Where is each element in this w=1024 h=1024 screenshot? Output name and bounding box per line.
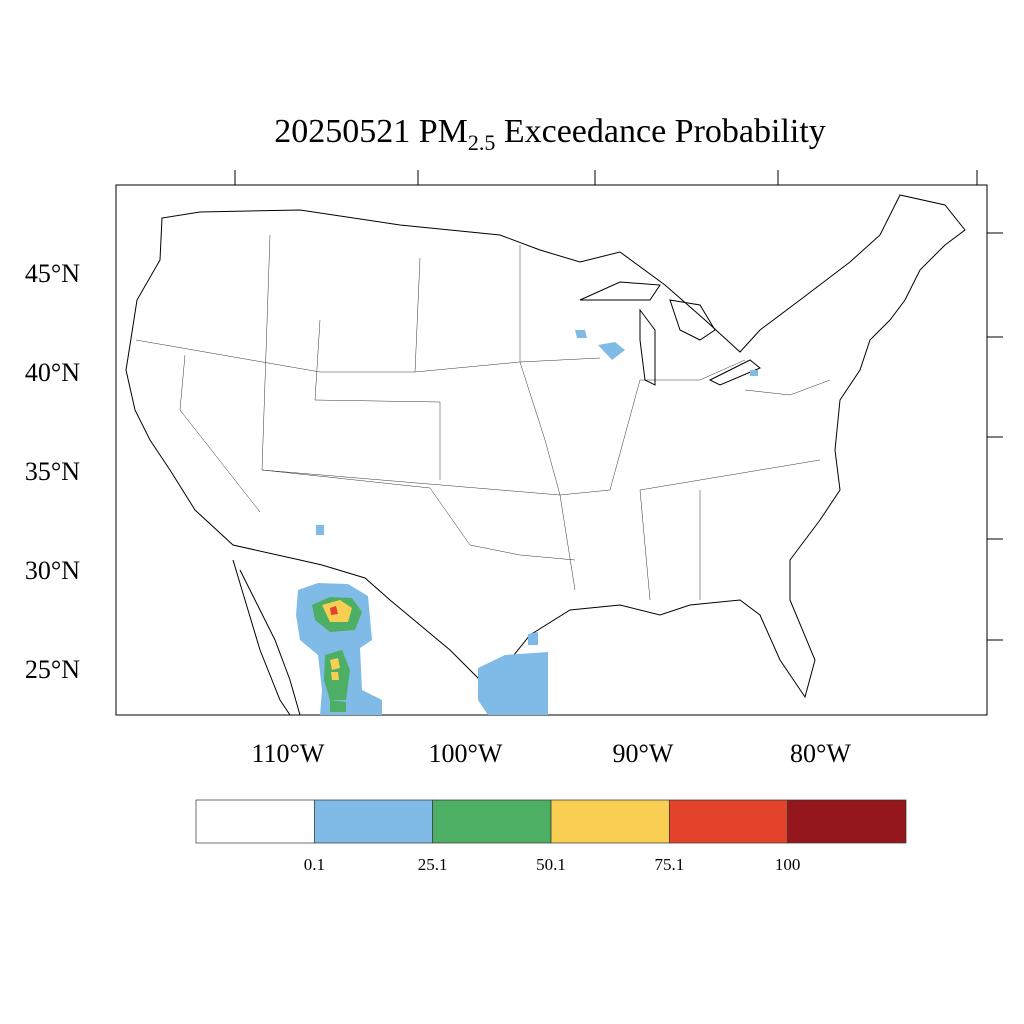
colorbar-box xyxy=(432,799,552,844)
great-lakes xyxy=(579,281,761,386)
plume xyxy=(330,700,346,712)
top-ticks xyxy=(234,170,1003,641)
colorbar-box xyxy=(313,799,434,844)
colorbar-label: 75.1 xyxy=(654,855,684,874)
lat-label: 35°N xyxy=(25,457,80,486)
title-text: Exceedance Probability xyxy=(495,113,825,150)
colorbar-label: 100 xyxy=(775,855,801,874)
plume xyxy=(598,342,625,360)
plume xyxy=(331,672,339,680)
plume xyxy=(330,658,340,670)
us-outline xyxy=(125,194,966,707)
plume xyxy=(330,606,338,615)
lon-label: 90°W xyxy=(613,739,674,768)
lat-label: 45°N xyxy=(25,259,80,288)
plume xyxy=(478,652,548,715)
lon-label: 110°W xyxy=(252,739,325,768)
lat-label: 40°N xyxy=(25,358,80,387)
plume xyxy=(575,330,587,338)
colorbar-box xyxy=(195,799,315,844)
plume xyxy=(528,632,538,645)
probability-plumes xyxy=(296,330,758,715)
colorbar-box xyxy=(550,799,670,844)
colorbar-label: 25.1 xyxy=(418,855,448,874)
lon-label: 100°W xyxy=(429,739,503,768)
lat-label: 30°N xyxy=(25,556,80,585)
map-frame xyxy=(115,184,988,716)
plume xyxy=(316,525,324,535)
map-panel xyxy=(115,170,1003,716)
map-title: 20250521 PM2.5 Exceedance Probability xyxy=(274,113,826,155)
plume xyxy=(750,370,758,376)
state-lines xyxy=(135,234,831,601)
title-text: 20250521 PM xyxy=(274,113,468,150)
lon-label: 80°W xyxy=(790,739,851,768)
title-subscript: 2.5 xyxy=(468,130,496,155)
colorbar-box xyxy=(787,799,907,844)
colorbar-box xyxy=(668,799,789,844)
colorbar-label: 50.1 xyxy=(536,855,566,874)
colorbar-label: 0.1 xyxy=(304,855,325,874)
mexico-coast xyxy=(232,559,301,716)
lat-label: 25°N xyxy=(25,655,80,684)
colorbar: 0.1 25.1 50.1 75.1 100 xyxy=(195,799,907,874)
